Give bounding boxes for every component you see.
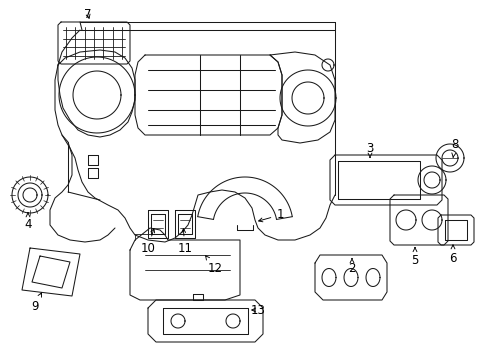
Text: 1: 1 [258,208,283,222]
Text: 5: 5 [410,248,418,266]
Text: 6: 6 [448,245,456,265]
Text: 4: 4 [24,213,32,231]
Text: 2: 2 [347,258,355,274]
Text: 8: 8 [450,139,458,157]
Text: 11: 11 [177,229,192,255]
Text: 7: 7 [84,8,92,21]
Text: 12: 12 [205,256,222,274]
Text: 3: 3 [366,141,373,157]
Text: 10: 10 [140,229,155,255]
Text: 13: 13 [250,303,265,316]
Text: 9: 9 [31,293,41,312]
